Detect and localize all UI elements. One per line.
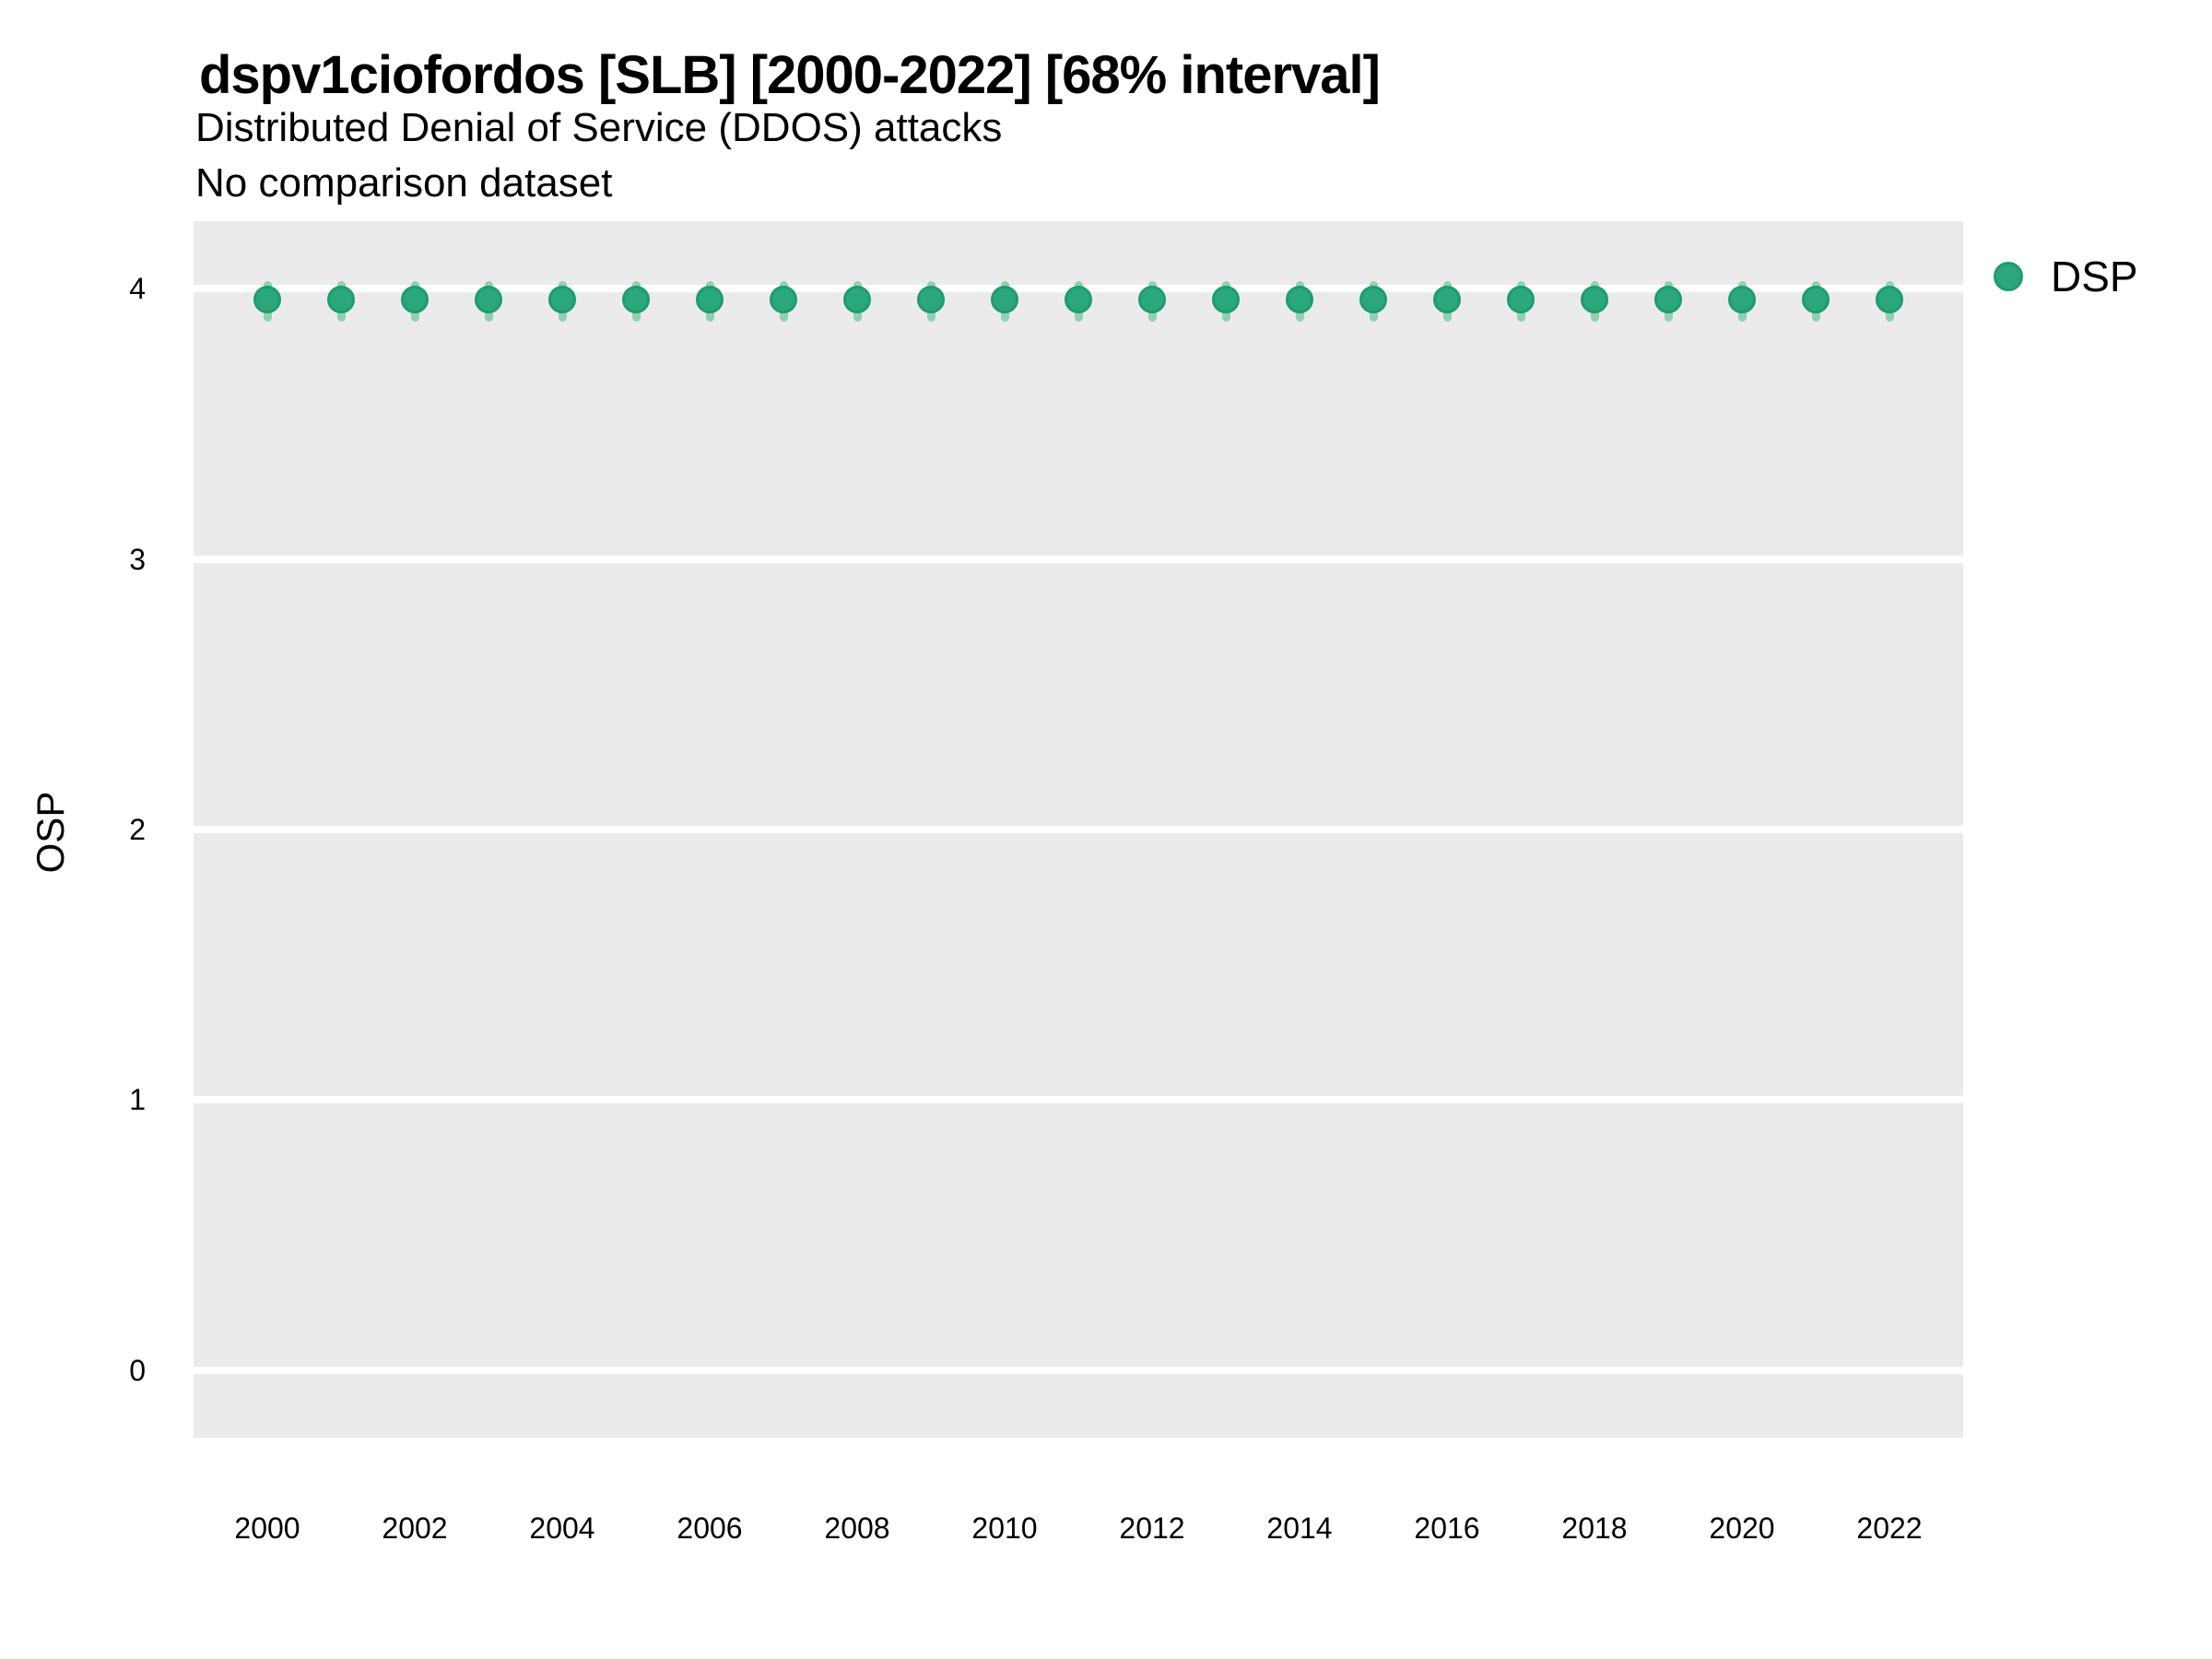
y-gridline [194, 555, 1963, 563]
data-point[interactable] [622, 286, 650, 314]
data-point[interactable] [1065, 286, 1092, 314]
y-gridline [194, 1096, 1963, 1104]
x-tick-label: 2010 [971, 1512, 1038, 1545]
data-point[interactable] [1138, 286, 1166, 314]
y-gridline [194, 1366, 1963, 1374]
chart-title: dspv1ciofordos [SLB] [2000-2022] [68% in… [199, 45, 1381, 105]
data-point[interactable] [327, 286, 355, 314]
data-point[interactable] [475, 286, 502, 314]
data-point[interactable] [1433, 286, 1461, 314]
x-tick-label: 2006 [677, 1512, 743, 1545]
data-point[interactable] [1359, 286, 1387, 314]
data-point[interactable] [548, 286, 576, 314]
data-point[interactable] [253, 286, 281, 314]
y-tick-label: 1 [129, 1083, 146, 1117]
x-tick-label: 2002 [382, 1512, 448, 1545]
y-tick-label: 4 [129, 272, 146, 306]
data-point[interactable] [1212, 286, 1240, 314]
y-tick-label: 0 [129, 1353, 146, 1387]
comparison-note: No comparison dataset [195, 160, 613, 206]
x-tick-label: 2018 [1561, 1512, 1628, 1545]
x-tick-label: 2008 [824, 1512, 890, 1545]
data-point[interactable] [1581, 286, 1608, 314]
data-point[interactable] [1654, 286, 1682, 314]
data-point[interactable] [917, 286, 945, 314]
data-point[interactable] [1728, 286, 1756, 314]
data-point[interactable] [1286, 286, 1313, 314]
data-point[interactable] [770, 286, 797, 314]
legend-entry-dsp[interactable]: DSP [2051, 253, 2138, 300]
plot-panel [194, 221, 1963, 1438]
x-tick-label: 2020 [1709, 1512, 1775, 1545]
y-tick-label: 3 [129, 542, 146, 576]
legend: DSP [1994, 255, 2138, 298]
x-tick-label: 2012 [1119, 1512, 1185, 1545]
data-point[interactable] [696, 286, 724, 314]
x-tick-label: 2004 [529, 1512, 595, 1545]
data-point[interactable] [991, 286, 1018, 314]
data-point[interactable] [1507, 286, 1535, 314]
x-tick-label: 2014 [1266, 1512, 1333, 1545]
data-point[interactable] [1802, 286, 1830, 314]
y-gridline [194, 826, 1963, 833]
x-tick-label: 2022 [1856, 1512, 1923, 1545]
data-point[interactable] [401, 286, 429, 314]
data-point[interactable] [843, 286, 871, 314]
data-point[interactable] [1876, 286, 1903, 314]
x-tick-label: 2000 [234, 1512, 300, 1545]
chart-subtitle: Distributed Denial of Service (DDOS) att… [195, 105, 1003, 150]
x-tick-label: 2016 [1414, 1512, 1480, 1545]
legend-circle-icon[interactable] [1994, 262, 2023, 291]
y-tick-label: 2 [129, 813, 146, 846]
